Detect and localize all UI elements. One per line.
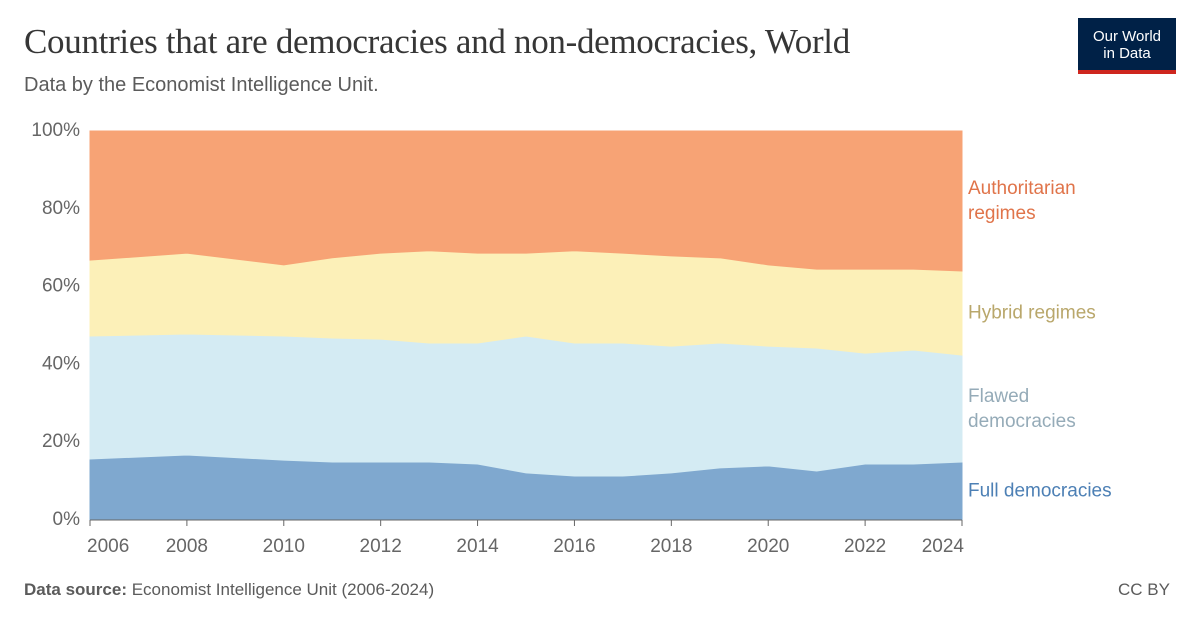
source-label: Data source:	[24, 580, 127, 599]
legend-label: Full democracies	[968, 480, 1112, 502]
legend-label: Flawed democracies	[968, 385, 1076, 432]
x-tick-label: 2012	[360, 536, 402, 557]
y-tick-label: 100%	[31, 120, 80, 141]
area	[89, 130, 963, 272]
chart-title: Countries that are democracies and non-d…	[24, 22, 850, 61]
legend-label: Authoritarian regimes	[968, 178, 1076, 225]
y-tick-label: 60%	[42, 276, 80, 297]
source: Data source: Economist Intelligence Unit…	[24, 580, 434, 600]
x-tick-label: 2016	[553, 536, 595, 557]
y-tick-label: 0%	[53, 509, 81, 530]
y-tick-label: 20%	[42, 431, 80, 452]
x-tick-label: 2008	[166, 536, 208, 557]
y-tick-label: 40%	[42, 353, 80, 374]
chart-subtitle: Data by the Economist Intelligence Unit.	[24, 74, 379, 96]
area	[89, 333, 963, 477]
x-tick-label: 2014	[456, 536, 499, 557]
x-tick-label: 2024	[922, 536, 965, 557]
x-tick-label: 2010	[263, 536, 305, 557]
x-tick-label: 2018	[650, 536, 692, 557]
license[interactable]: CC BY	[1118, 580, 1170, 599]
x-tick-label: 2020	[747, 536, 789, 557]
x-tick-label: 2022	[844, 536, 886, 557]
x-tick-label: 2006	[87, 536, 129, 557]
y-tick-label: 80%	[42, 198, 80, 219]
legend-label: Hybrid regimes	[968, 302, 1096, 324]
logo[interactable]: Our World in Data	[1078, 18, 1176, 74]
source-text: Economist Intelligence Unit (2006-2024)	[131, 580, 435, 599]
